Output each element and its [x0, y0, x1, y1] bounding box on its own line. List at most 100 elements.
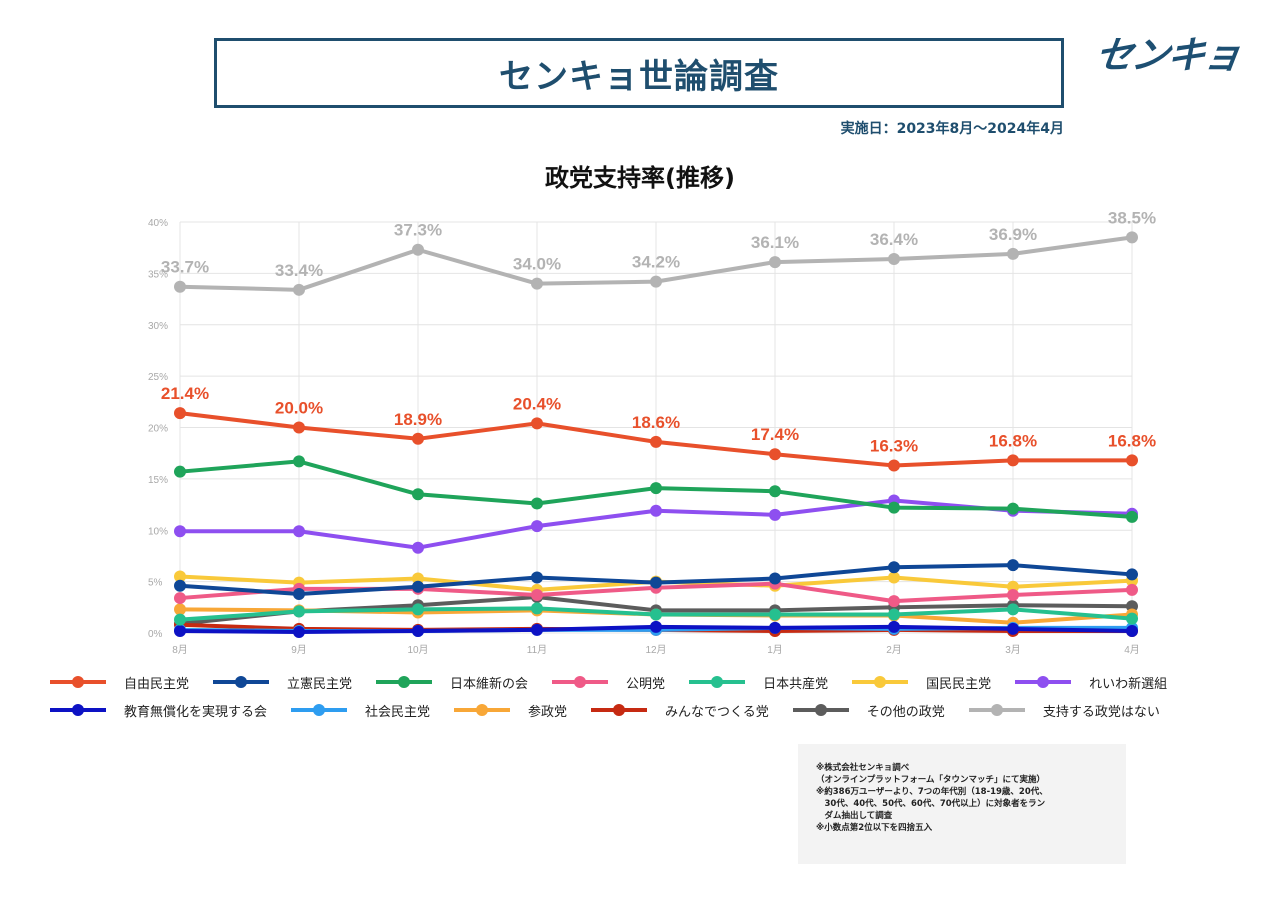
data-point	[1126, 600, 1138, 613]
note-line: ダム抽出して調査	[816, 811, 893, 821]
legend-item: 自由民主党	[50, 672, 213, 692]
data-label: 17.4%	[751, 425, 799, 444]
data-point	[531, 497, 543, 510]
data-point	[1126, 568, 1138, 581]
y-tick-label: 40%	[148, 218, 168, 229]
legend-label: 日本共産党	[763, 676, 829, 692]
data-point	[888, 620, 900, 633]
y-tick-label: 35%	[148, 269, 168, 280]
data-point	[1007, 247, 1019, 260]
x-tick-label: 10月	[407, 644, 428, 656]
note-line: ※約386万ユーザーより、7つの年代別（18-19歳、20代、	[816, 787, 1048, 797]
legend-marker-icon	[968, 700, 1025, 720]
data-label: 18.9%	[394, 410, 442, 429]
data-point	[769, 256, 781, 269]
data-point	[650, 504, 662, 517]
data-point	[888, 252, 900, 265]
note-line: 30代、40代、50代、60代、70代以上）に対象者をラン	[816, 799, 1046, 809]
x-tick-label: 2月	[886, 644, 902, 656]
data-point	[888, 608, 900, 621]
data-point	[769, 621, 781, 634]
data-point	[412, 624, 424, 637]
legend-item: 参政党	[454, 700, 591, 720]
data-label: 21.4%	[161, 384, 209, 403]
report-title: センキョ世論調査	[499, 56, 779, 97]
data-label: 20.4%	[513, 394, 561, 413]
x-tick-label: 8月	[172, 644, 188, 656]
survey-date-range: 実施日：2023年8月〜2024年4月	[840, 121, 1064, 137]
legend-item: れいわ新選組	[1015, 672, 1191, 692]
report-title-box: センキョ世論調査	[214, 38, 1064, 108]
data-point	[769, 485, 781, 498]
data-point	[1126, 624, 1138, 637]
data-point	[888, 459, 900, 472]
data-point	[1007, 559, 1019, 572]
data-point	[531, 588, 543, 601]
legend-label: 日本維新の会	[450, 676, 529, 692]
legend-marker-icon	[689, 672, 746, 692]
legend-label: 自由民主党	[124, 676, 190, 692]
legend-marker-icon	[1015, 672, 1072, 692]
data-point	[888, 501, 900, 514]
data-point	[412, 541, 424, 554]
x-tick-label: 9月	[291, 644, 307, 656]
data-label: 33.7%	[161, 258, 209, 277]
data-label: 38.5%	[1108, 208, 1156, 227]
legend-row: 自由民主党 立憲民主党 日本維新の会 公明党 日本共産党 国民民主党 れいわ新選組	[50, 668, 1250, 696]
data-point	[650, 620, 662, 633]
chart-title: 政党支持率(推移)	[545, 164, 735, 192]
data-point	[293, 421, 305, 434]
legend-label: れいわ新選組	[1089, 676, 1168, 692]
x-tick-label: 4月	[1124, 644, 1140, 656]
data-point	[650, 275, 662, 288]
note-line: （オンラインプラットフォーム「タウンマッチ」にて実施）	[816, 775, 1045, 785]
data-point	[293, 283, 305, 296]
legend-item: 国民民主党	[852, 672, 1015, 692]
data-label: 34.0%	[513, 255, 561, 274]
data-point	[531, 417, 543, 430]
legend-label: 参政党	[528, 704, 568, 720]
data-point	[412, 243, 424, 256]
legend-label: 公明党	[626, 676, 666, 692]
legend-marker-icon	[50, 672, 106, 692]
data-point	[888, 571, 900, 584]
data-point	[1007, 580, 1019, 593]
legend-item: 日本共産党	[689, 672, 852, 692]
x-tick-label: 3月	[1005, 644, 1021, 656]
series-lines	[174, 231, 1138, 638]
data-point	[174, 280, 186, 293]
data-point	[769, 508, 781, 521]
legend-label: みんなでつくる党	[665, 704, 769, 720]
data-point	[293, 625, 305, 638]
y-tick-label: 5%	[148, 578, 163, 589]
data-point	[769, 572, 781, 585]
data-point	[1126, 612, 1138, 625]
data-point	[531, 602, 543, 615]
legend-label: その他の政党	[866, 704, 945, 720]
data-point	[769, 448, 781, 461]
legend-marker-icon	[591, 700, 648, 720]
legend-label: 国民民主党	[926, 676, 992, 692]
legend-marker-icon	[376, 672, 433, 692]
legend-marker-icon	[291, 700, 348, 720]
data-point	[293, 605, 305, 618]
data-point	[1007, 622, 1019, 635]
y-tick-label: 30%	[148, 321, 168, 332]
data-label: 34.2%	[632, 253, 680, 272]
note-line: ※小数点第2位以下を四捨五入	[816, 823, 933, 833]
data-point	[174, 465, 186, 478]
legend-marker-icon	[852, 672, 909, 692]
data-point	[888, 561, 900, 574]
legend-marker-icon	[552, 672, 609, 692]
data-label: 16.8%	[1108, 431, 1156, 450]
legend-item: 立憲民主党	[213, 672, 376, 692]
x-tick-label: 11月	[527, 644, 547, 656]
data-point	[174, 407, 186, 420]
line-chart: 0% 5% 10% 15% 20% 25% 30% 35% 40% 8月 9月 10月 11月 12月 1…	[148, 208, 1156, 656]
data-point	[412, 580, 424, 593]
data-point	[1126, 231, 1138, 244]
legend-item: 支持する政党はない	[968, 700, 1184, 720]
series-4	[174, 602, 1138, 626]
data-point	[650, 482, 662, 495]
data-label: 18.6%	[632, 413, 680, 432]
